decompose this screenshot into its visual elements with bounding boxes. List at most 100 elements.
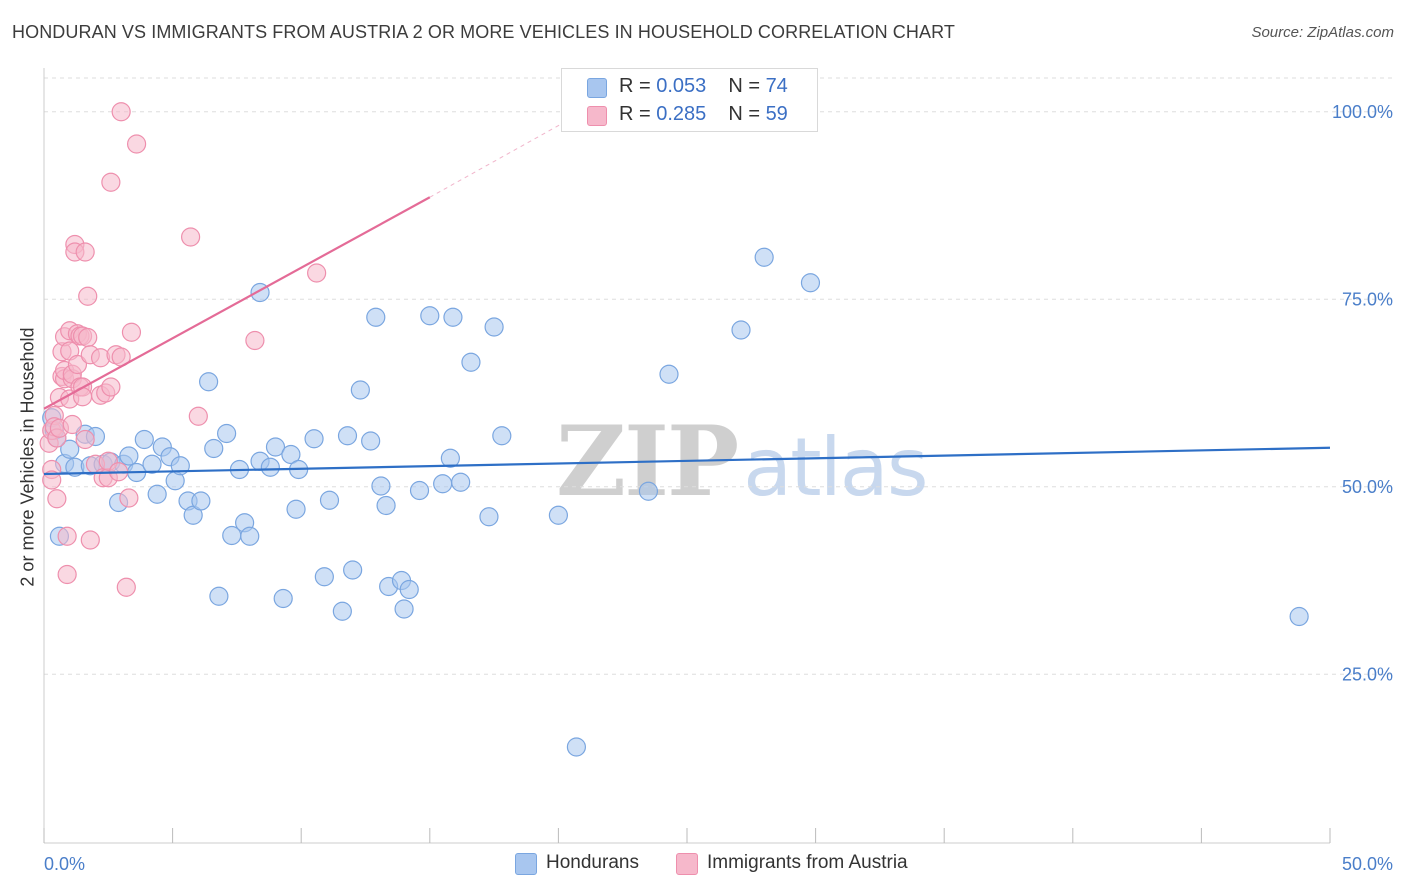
honduran-point <box>350 380 370 400</box>
austria-point <box>188 406 208 426</box>
honduran-point <box>1289 606 1309 627</box>
austria-point <box>57 564 77 585</box>
r-value: 0.285 <box>656 103 707 125</box>
honduran-point <box>217 423 237 444</box>
honduran-point <box>361 431 381 451</box>
honduran-point <box>209 586 229 606</box>
y-tick-label: 100.0% <box>1332 102 1393 122</box>
honduran-point <box>343 560 363 580</box>
austria-point <box>80 530 100 550</box>
honduran-point <box>659 364 679 384</box>
austria-point <box>111 102 131 122</box>
honduran-point <box>260 457 280 477</box>
honduran-point <box>800 273 821 293</box>
honduran-point <box>319 490 340 510</box>
honduran-point <box>443 307 463 327</box>
austria-point <box>126 134 147 154</box>
honduran-point <box>60 439 80 459</box>
honduran-point <box>281 444 301 465</box>
austria-point <box>101 377 121 397</box>
austria-point <box>245 330 265 351</box>
y-axis-title: 2 or more Vehicles in Household <box>17 327 38 587</box>
honduran-point <box>420 306 440 326</box>
austria-point <box>116 577 136 597</box>
honduran-point <box>304 429 324 449</box>
austria-point <box>181 227 201 247</box>
y-tick-label: 75.0% <box>1342 289 1393 309</box>
austria-point <box>75 242 95 262</box>
austria-point <box>101 172 121 192</box>
x-tick-label: 0.0% <box>44 854 85 874</box>
y-tick-label: 50.0% <box>1342 477 1393 497</box>
honduran-point <box>479 507 499 527</box>
legend-label-austria: Immigrants from Austria <box>707 852 908 873</box>
honduran-point <box>433 474 453 494</box>
stats-legend-row-austria: R = 0.285 N = 59 <box>562 100 817 128</box>
honduran-point <box>492 426 512 446</box>
legend-swatch-austria <box>676 853 698 875</box>
honduran-point <box>332 601 352 621</box>
series-legend: Hondurans Immigrants from Austria <box>0 852 1406 876</box>
austria-point <box>42 470 62 490</box>
r-label: R = <box>619 75 657 97</box>
honduran-point <box>240 526 260 546</box>
n-value: 59 <box>765 103 788 125</box>
honduran-point <box>273 588 293 609</box>
austria-point <box>47 489 67 509</box>
honduran-point <box>548 505 569 525</box>
honduran-point <box>484 317 504 337</box>
honduran-point <box>731 320 751 340</box>
legend-label-hondurans: Hondurans <box>546 852 639 873</box>
honduran-point <box>409 480 430 501</box>
x-tick-label: 50.0% <box>1342 854 1393 874</box>
austria-point <box>67 354 88 375</box>
honduran-point <box>371 476 391 496</box>
austria-point <box>119 488 139 508</box>
honduran-point <box>399 579 419 600</box>
austria-trend-extension <box>429 116 575 198</box>
honduran-point <box>366 307 386 327</box>
honduran-point <box>142 454 162 474</box>
honduran-point <box>638 481 659 501</box>
honduran-point <box>204 438 224 459</box>
honduran-point <box>337 426 358 446</box>
r-value: 0.053 <box>656 75 707 97</box>
honduran-point <box>754 247 774 267</box>
y-tick-label: 25.0% <box>1342 664 1393 684</box>
n-label: N = <box>728 103 766 125</box>
n-label: N = <box>728 75 766 97</box>
austria-point <box>307 263 327 283</box>
austria-point <box>90 348 111 368</box>
honduran-point <box>314 567 334 587</box>
honduran-point <box>394 599 414 619</box>
stats-legend-row-hondurans: R = 0.053 N = 74 <box>562 72 817 100</box>
honduran-point <box>566 737 587 757</box>
legend-swatch-pink <box>587 106 607 126</box>
legend-swatch-blue <box>587 78 607 98</box>
honduran-point <box>376 495 396 516</box>
chart-title: HONDURAN VS IMMIGRANTS FROM AUSTRIA 2 OR… <box>12 22 955 42</box>
watermark-atlas: atlas <box>743 421 928 514</box>
austria-point <box>78 286 98 306</box>
legend-swatch-hondurans <box>515 853 537 875</box>
r-label: R = <box>619 103 657 125</box>
honduran-point <box>265 437 286 457</box>
honduran-point <box>119 446 139 466</box>
stats-legend: R = 0.053 N = 74 R = 0.285 N = 59 <box>561 68 818 132</box>
austria-point <box>75 429 95 450</box>
honduran-point <box>286 499 306 519</box>
austria-point <box>78 327 98 348</box>
austria-point <box>57 526 77 546</box>
honduran-point <box>199 372 219 392</box>
austria-trend-line <box>43 196 431 410</box>
n-value: 74 <box>765 75 788 97</box>
honduran-point <box>134 429 154 450</box>
honduran-point <box>147 484 167 504</box>
austria-point <box>121 322 142 342</box>
honduran-point <box>191 491 211 511</box>
source-label: Source: ZipAtlas.com <box>1251 24 1394 41</box>
honduran-point <box>440 448 460 468</box>
honduran-point <box>461 352 481 372</box>
honduran-trend-line <box>43 446 1331 476</box>
